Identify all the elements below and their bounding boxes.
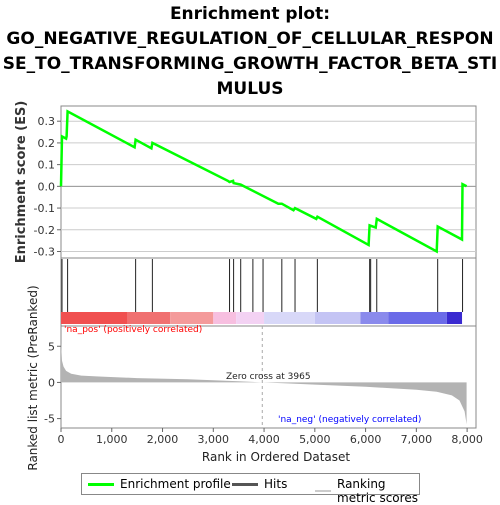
- legend-swatch-profile: [88, 482, 114, 486]
- color-bar-segment: [61, 312, 127, 324]
- legend-item-ranking-metric: Ranking metric scores: [315, 477, 419, 505]
- legend-label: Hits: [264, 477, 288, 491]
- metric-panel: -505 0 1,000 2,000 3,000 4,000 5,000 6,000 7,00…: [26, 285, 483, 470]
- x-tick-label: 2,000: [147, 433, 179, 446]
- color-bar-segment: [170, 312, 214, 324]
- metric-y-tick-label: 0: [48, 376, 55, 389]
- x-tick-label: 8,000: [451, 433, 483, 446]
- chart-title: Enrichment plot: GO_NEGATIVE_REGULATION_…: [0, 2, 500, 102]
- color-bar-segment: [264, 312, 315, 324]
- enrichment-profile-line: [59, 109, 468, 254]
- legend-item-enrichment-profile: Enrichment profile: [88, 477, 231, 491]
- ranking-metric-area: [61, 342, 467, 425]
- positive-correlation-label: 'na_pos' (positively correlated): [64, 325, 202, 335]
- es-y-tick-label: 0.2: [38, 137, 56, 150]
- legend: Enrichment profile Hits Ranking metric s…: [81, 473, 420, 505]
- x-tick-label: 4,000: [248, 433, 280, 446]
- hit-markers: [61, 259, 464, 312]
- es-y-tick-label: -0.2: [34, 224, 55, 237]
- x-tick-label: 1,000: [96, 433, 128, 446]
- title-line-3: SE_TO_TRANSFORMING_GROWTH_FACTOR_BETA_ST…: [2, 54, 498, 74]
- x-tick-label: 3,000: [198, 433, 230, 446]
- x-tick-label: 7,000: [401, 433, 433, 446]
- metric-panel-frame: [60, 325, 477, 429]
- metric-y-tick-label: -5: [44, 413, 55, 426]
- color-bar-segment: [236, 312, 265, 324]
- x-tick-labels: 0 1,000 2,000 3,000 4,000 5,000 6,000 7,000 8,00…: [58, 428, 483, 446]
- color-bar-segment: [126, 312, 171, 324]
- x-tick-label: 0: [58, 433, 65, 446]
- metric-y-tick-labels: -5 0 5: [44, 340, 61, 426]
- es-panel: -0.3 -0.2 -0.1 0.0 0.1 0.2 0.3 Enrichment scor…: [14, 101, 477, 264]
- rank-color-bar: [61, 312, 463, 324]
- es-y-tick-label: 0.1: [38, 159, 56, 172]
- zero-cross-label: Zero cross at 3965: [226, 372, 311, 382]
- legend-swatch-metric: [315, 490, 331, 492]
- title-line-1: Enrichment plot:: [169, 4, 331, 24]
- legend-swatch-hits: [232, 482, 258, 486]
- color-bar-segment: [213, 312, 237, 324]
- title-line-4: MULUS: [216, 79, 284, 99]
- x-axis-label: Rank in Ordered Dataset: [202, 450, 350, 464]
- metric-y-axis-label: Ranked list metric (PreRanked): [26, 285, 40, 470]
- color-bar-segment: [388, 312, 447, 324]
- negative-correlation-label: 'na_neg' (negatively correlated): [278, 415, 421, 425]
- es-gridlines: [61, 120, 476, 252]
- color-bar-segment: [446, 312, 463, 324]
- es-y-axis-label: Enrichment score (ES): [14, 101, 29, 264]
- hits-panel: [60, 257, 477, 327]
- es-y-tick-labels: -0.3 -0.2 -0.1 0.0 0.1 0.2 0.3: [34, 115, 61, 258]
- color-bar-segment: [360, 312, 389, 324]
- title-line-2: GO_NEGATIVE_REGULATION_OF_CELLULAR_RESPO…: [6, 29, 494, 49]
- legend-label: Ranking metric scores: [337, 477, 418, 505]
- legend-label: Enrichment profile: [120, 477, 231, 491]
- legend-item-hits: Hits: [232, 477, 287, 491]
- color-bar-segment: [314, 312, 361, 324]
- es-y-tick-label: -0.1: [34, 202, 55, 215]
- es-y-tick-label: 0.3: [38, 115, 56, 128]
- metric-y-tick-label: 5: [48, 340, 55, 353]
- es-panel-frame: [60, 105, 477, 259]
- es-y-tick-label: -0.3: [34, 245, 55, 258]
- x-tick-label: 5,000: [299, 433, 331, 446]
- x-tick-label: 6,000: [350, 433, 382, 446]
- es-y-tick-label: 0.0: [38, 180, 56, 193]
